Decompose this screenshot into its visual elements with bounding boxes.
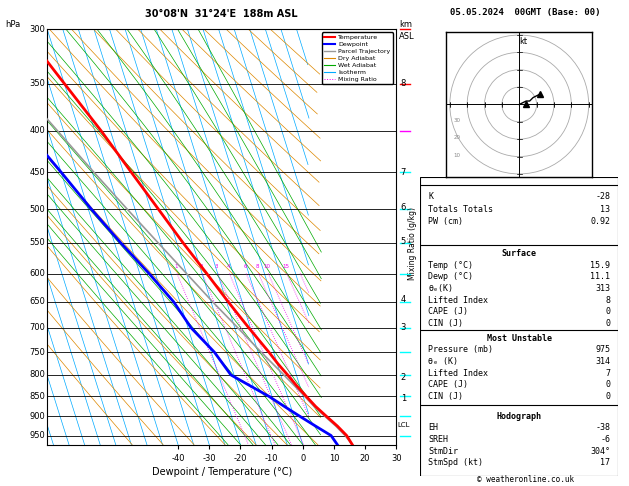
Text: 20: 20: [454, 135, 460, 140]
Text: Pressure (mb): Pressure (mb): [428, 346, 493, 354]
Text: 750: 750: [30, 347, 45, 357]
Text: 400: 400: [30, 126, 45, 135]
Text: 0.92: 0.92: [591, 217, 610, 226]
Text: CIN (J): CIN (J): [428, 392, 463, 401]
Text: Mixing Ratio (g/kg): Mixing Ratio (g/kg): [408, 207, 416, 279]
Text: 17: 17: [601, 458, 610, 468]
Text: StmSpd (kt): StmSpd (kt): [428, 458, 483, 468]
Text: 7: 7: [605, 369, 610, 378]
Text: 2: 2: [199, 264, 203, 269]
Text: EH: EH: [428, 423, 438, 433]
Text: 11.1: 11.1: [591, 273, 610, 281]
Text: km: km: [399, 20, 412, 29]
Text: Totals Totals: Totals Totals: [428, 205, 493, 214]
Text: 1: 1: [401, 394, 406, 403]
Text: PW (cm): PW (cm): [428, 217, 463, 226]
Text: 350: 350: [30, 79, 45, 88]
Text: SREH: SREH: [428, 435, 448, 444]
Text: © weatheronline.co.uk: © weatheronline.co.uk: [477, 474, 574, 484]
Text: 0: 0: [605, 319, 610, 328]
Text: 500: 500: [30, 205, 45, 214]
Text: Temp (°C): Temp (°C): [428, 261, 473, 270]
Text: -6: -6: [601, 435, 610, 444]
Text: 10: 10: [264, 264, 270, 269]
Text: 8: 8: [255, 264, 259, 269]
Text: Most Unstable: Most Unstable: [487, 334, 552, 343]
Text: Hodograph: Hodograph: [497, 412, 542, 421]
Text: 550: 550: [30, 238, 45, 247]
Text: 650: 650: [30, 297, 45, 306]
Text: 05.05.2024  00GMT (Base: 00): 05.05.2024 00GMT (Base: 00): [450, 8, 601, 17]
Text: 15.9: 15.9: [591, 261, 610, 270]
Text: 7: 7: [401, 168, 406, 176]
Text: 6: 6: [401, 203, 406, 212]
Text: θₑ (K): θₑ (K): [428, 357, 458, 366]
Text: CIN (J): CIN (J): [428, 319, 463, 328]
Text: CAPE (J): CAPE (J): [428, 381, 468, 389]
Legend: Temperature, Dewpoint, Parcel Trajectory, Dry Adiabat, Wet Adiabat, Isotherm, Mi: Temperature, Dewpoint, Parcel Trajectory…: [321, 32, 393, 84]
Text: K: K: [428, 192, 433, 201]
Text: 0: 0: [605, 392, 610, 401]
Text: StmDir: StmDir: [428, 447, 458, 456]
Text: -38: -38: [596, 423, 610, 433]
Text: 4: 4: [401, 295, 406, 304]
Text: 2: 2: [401, 373, 406, 382]
Text: hPa: hPa: [5, 20, 20, 29]
Text: 0: 0: [605, 307, 610, 316]
Text: 5: 5: [401, 237, 406, 246]
Text: LCL: LCL: [397, 421, 409, 428]
Text: 3: 3: [215, 264, 219, 269]
Text: 700: 700: [30, 323, 45, 332]
Text: 8: 8: [401, 79, 406, 88]
Text: 950: 950: [30, 431, 45, 440]
Text: 0: 0: [605, 381, 610, 389]
Text: 1: 1: [174, 264, 178, 269]
Text: 6: 6: [243, 264, 247, 269]
Text: 4: 4: [226, 264, 230, 269]
Text: -28: -28: [596, 192, 610, 201]
Text: 13: 13: [601, 205, 610, 214]
Text: 975: 975: [596, 346, 610, 354]
Text: 30°08'N  31°24'E  188m ASL: 30°08'N 31°24'E 188m ASL: [145, 9, 298, 19]
Text: 314: 314: [596, 357, 610, 366]
Text: 30: 30: [454, 118, 460, 123]
Text: Dewp (°C): Dewp (°C): [428, 273, 473, 281]
Text: kt: kt: [520, 37, 527, 47]
Text: 800: 800: [30, 370, 45, 380]
Text: 10: 10: [454, 153, 460, 157]
Text: 3: 3: [401, 323, 406, 332]
Text: Surface: Surface: [502, 249, 537, 258]
Text: CAPE (J): CAPE (J): [428, 307, 468, 316]
Text: θₑ(K): θₑ(K): [428, 284, 453, 293]
Text: Lifted Index: Lifted Index: [428, 296, 488, 305]
Text: 304°: 304°: [591, 447, 610, 456]
Text: 850: 850: [30, 392, 45, 401]
X-axis label: Dewpoint / Temperature (°C): Dewpoint / Temperature (°C): [152, 467, 292, 477]
Text: 15: 15: [282, 264, 289, 269]
Text: Lifted Index: Lifted Index: [428, 369, 488, 378]
Text: 313: 313: [596, 284, 610, 293]
Text: ASL: ASL: [399, 32, 415, 41]
Text: 8: 8: [605, 296, 610, 305]
Text: 450: 450: [30, 168, 45, 176]
Text: 600: 600: [30, 269, 45, 278]
Text: 900: 900: [30, 412, 45, 421]
Text: 300: 300: [30, 25, 45, 34]
